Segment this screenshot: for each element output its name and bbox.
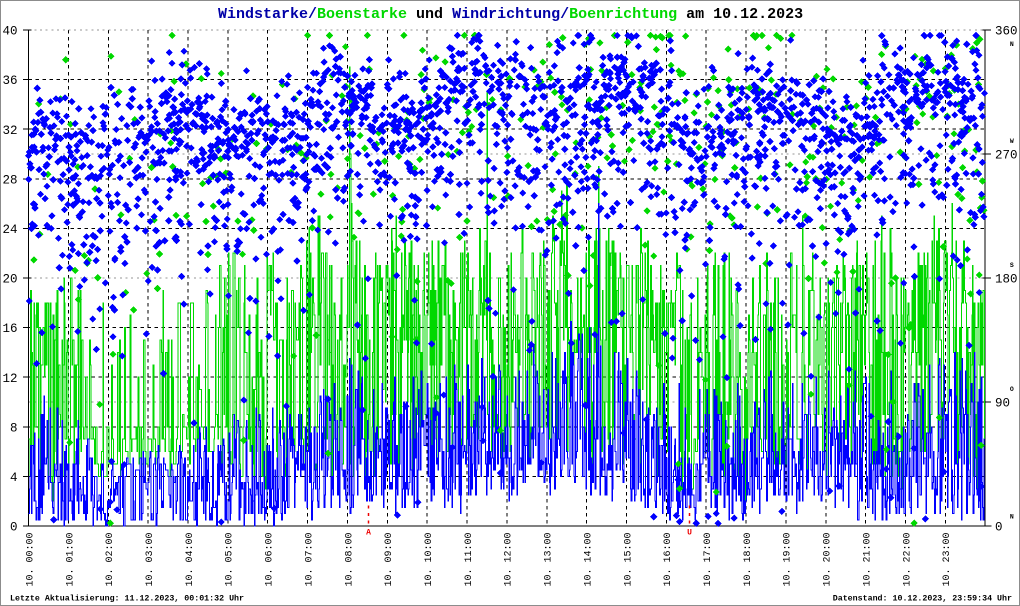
svg-text:10. 01:00: 10. 01:00 xyxy=(65,532,76,586)
svg-text:0: 0 xyxy=(995,521,1003,535)
svg-text:90: 90 xyxy=(995,397,1010,411)
svg-text:270: 270 xyxy=(995,149,1018,163)
svg-text:10. 02:00: 10. 02:00 xyxy=(105,532,116,586)
svg-text:32: 32 xyxy=(2,124,17,138)
svg-text:16: 16 xyxy=(2,322,17,336)
svg-text:N: N xyxy=(1010,41,1014,48)
svg-text:28: 28 xyxy=(2,173,17,187)
svg-text:10. 19:00: 10. 19:00 xyxy=(783,532,794,586)
svg-text:Windstarke/Boenstarke und Wind: Windstarke/Boenstarke und Windrichtung/B… xyxy=(218,6,803,23)
svg-text:10. 18:00: 10. 18:00 xyxy=(743,532,754,586)
svg-text:0: 0 xyxy=(10,521,18,535)
svg-text:10. 11:00: 10. 11:00 xyxy=(464,532,475,586)
svg-text:10. 17:00: 10. 17:00 xyxy=(703,532,714,586)
svg-text:10. 22:00: 10. 22:00 xyxy=(902,532,913,586)
svg-text:A: A xyxy=(366,529,371,538)
svg-text:20: 20 xyxy=(2,273,17,287)
svg-text:10. 12:00: 10. 12:00 xyxy=(504,532,515,586)
svg-text:10. 20:00: 10. 20:00 xyxy=(823,532,834,586)
svg-text:10. 08:00: 10. 08:00 xyxy=(344,532,355,586)
svg-text:O: O xyxy=(1010,386,1014,393)
svg-text:10. 09:00: 10. 09:00 xyxy=(384,532,395,586)
svg-text:36: 36 xyxy=(2,74,17,88)
svg-text:10. 16:00: 10. 16:00 xyxy=(663,532,674,586)
svg-text:10. 14:00: 10. 14:00 xyxy=(583,532,594,586)
svg-text:4: 4 xyxy=(10,471,18,485)
svg-text:S: S xyxy=(1010,262,1014,269)
svg-text:W: W xyxy=(1010,138,1014,145)
svg-text:10. 07:00: 10. 07:00 xyxy=(304,532,315,586)
svg-text:10. 21:00: 10. 21:00 xyxy=(862,532,873,586)
svg-text:10. 00:00: 10. 00:00 xyxy=(25,532,36,586)
svg-text:10. 05:00: 10. 05:00 xyxy=(225,532,236,586)
svg-text:10. 06:00: 10. 06:00 xyxy=(265,532,276,586)
svg-text:N: N xyxy=(1010,514,1014,521)
svg-text:180: 180 xyxy=(995,273,1018,287)
svg-text:10. 13:00: 10. 13:00 xyxy=(544,532,555,586)
svg-text:12: 12 xyxy=(2,372,17,386)
svg-text:10. 10:00: 10. 10:00 xyxy=(424,532,435,586)
svg-text:10. 04:00: 10. 04:00 xyxy=(185,532,196,586)
svg-text:U: U xyxy=(687,529,692,538)
svg-text:40: 40 xyxy=(2,25,17,39)
svg-text:8: 8 xyxy=(10,421,18,435)
svg-text:360: 360 xyxy=(995,25,1018,39)
svg-text:Datenstand: 10.12.2023, 23:59:: Datenstand: 10.12.2023, 23:59:34 Uhr xyxy=(833,594,1012,604)
svg-text:Letzte Aktualisierung: 11.12.2: Letzte Aktualisierung: 11.12.2023, 00:01… xyxy=(10,594,244,604)
svg-text:10. 15:00: 10. 15:00 xyxy=(623,532,634,586)
svg-text:24: 24 xyxy=(2,223,17,237)
svg-text:10. 23:00: 10. 23:00 xyxy=(942,532,953,586)
svg-text:10. 03:00: 10. 03:00 xyxy=(145,532,156,586)
